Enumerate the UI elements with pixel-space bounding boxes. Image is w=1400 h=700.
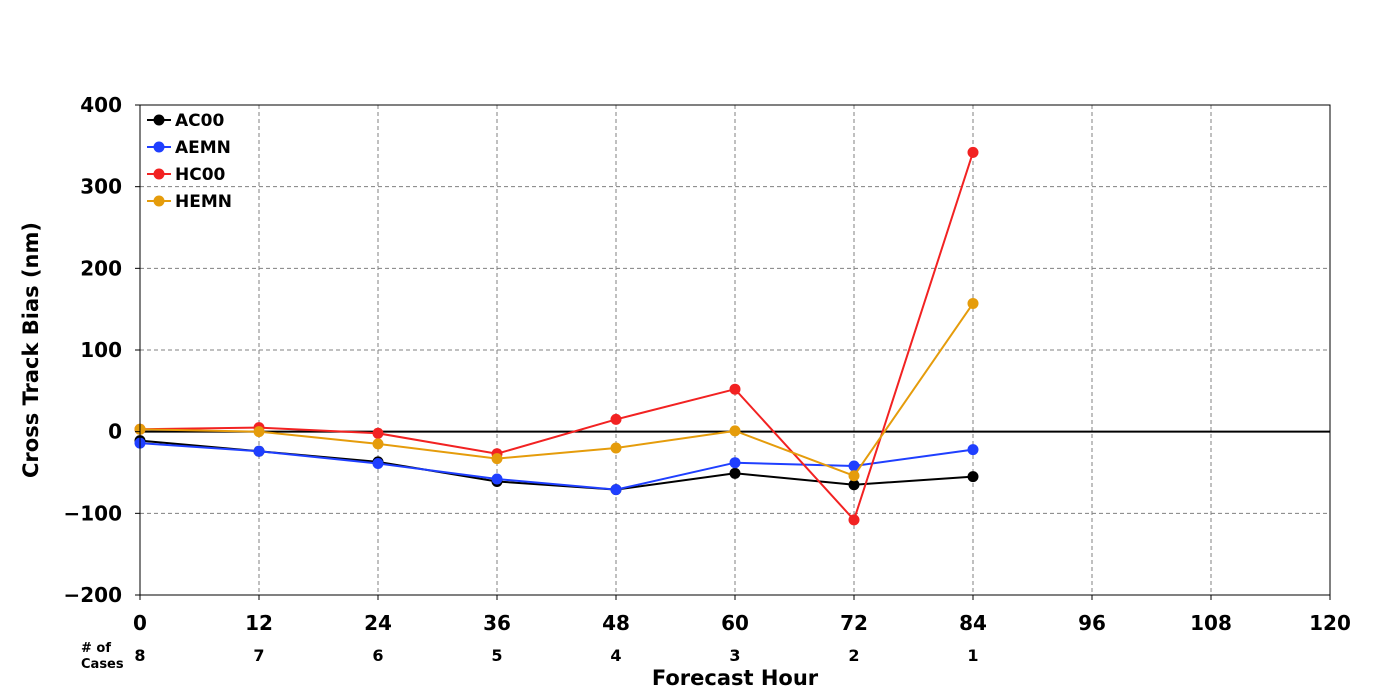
case-count: 4 [610,646,621,665]
data-point [848,514,860,526]
legend-label: HC00 [175,165,226,185]
grid [140,105,1330,595]
x-tick-label: 72 [840,611,868,635]
x-axis-ticks: 0 12 24 36 48 60 72 84 96 108 120 [133,595,1351,635]
legend-marker [153,141,165,153]
legend-entry-hemn: HEMN [147,192,232,212]
case-count: 2 [848,646,859,665]
data-point [848,479,860,491]
x-tick-label: 48 [602,611,630,635]
legend-entry-aemn: AEMN [147,138,231,158]
y-tick-label: 300 [80,175,122,199]
x-tick-label: 60 [721,611,749,635]
cases-label-line1: # of [81,641,111,656]
data-point [491,473,503,485]
data-point [610,442,622,454]
data-point [967,297,979,309]
x-tick-label: 36 [483,611,511,635]
cases-label-line2: Cases [81,657,124,672]
series-layer [134,146,979,526]
data-point [848,460,860,472]
legend: AC00 AEMN HC00 HEMN [147,111,232,212]
x-tick-label: 12 [245,611,273,635]
y-axis-ticks: −200 −100 0 100 200 300 400 [63,93,140,607]
series-line [139,152,974,522]
x-tick-label: 108 [1190,611,1232,635]
y-tick-label: 200 [80,256,122,280]
legend-label: HEMN [175,192,232,212]
data-point [372,427,384,439]
data-point [253,426,265,438]
data-point [848,470,860,482]
y-tick-label: 0 [108,420,122,444]
data-point [729,383,741,395]
case-count: 6 [372,646,383,665]
legend-label: AEMN [175,138,231,158]
legend-marker [153,168,165,180]
data-point [372,438,384,450]
cases-row: # of Cases 8 7 6 5 4 3 2 1 [81,641,979,672]
y-axis-title: Cross Track Bias (nm) [19,222,43,478]
data-point [253,445,265,457]
legend-marker [153,114,165,126]
case-count: 1 [967,646,978,665]
data-point [729,457,741,469]
x-tick-label: 24 [364,611,392,635]
y-tick-label: 100 [80,338,122,362]
y-tick-label: −200 [63,583,122,607]
data-point [610,484,622,496]
y-tick-label: −100 [63,501,122,525]
data-point [610,413,622,425]
y-tick-label: 400 [80,93,122,117]
case-count: 5 [491,646,502,665]
case-count: 7 [253,646,264,665]
data-point [729,467,741,479]
data-point [372,458,384,470]
case-count: 8 [134,646,145,665]
series-line [139,302,974,477]
legend-marker [153,195,165,207]
series-hemn [134,297,979,482]
legend-entry-ac00: AC00 [147,111,224,131]
series-line [139,442,974,491]
data-point [967,146,979,158]
x-axis-title: Forecast Hour [652,666,819,690]
series-aemn [134,437,979,496]
data-point [967,444,979,456]
data-point [967,471,979,483]
legend-entry-hc00: HC00 [147,165,226,185]
data-point [491,453,503,465]
x-tick-label: 84 [959,611,987,635]
x-tick-label: 96 [1078,611,1106,635]
x-tick-label: 0 [133,611,147,635]
legend-label: AC00 [175,111,224,131]
case-count: 3 [729,646,740,665]
x-tick-label: 120 [1309,611,1351,635]
data-point [729,425,741,437]
